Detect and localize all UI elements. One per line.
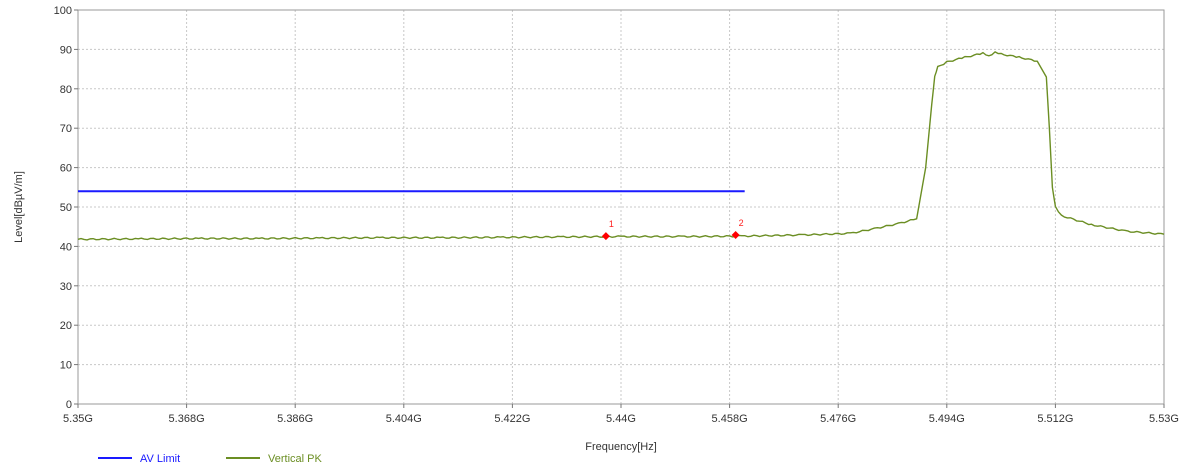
series-layer [77, 51, 1165, 241]
y-tick-label: 60 [60, 163, 72, 175]
y-tick-label: 50 [60, 202, 72, 214]
marker-label: 1 [609, 219, 614, 229]
x-tick-label: 5.404G [386, 413, 422, 425]
y-tick-label: 90 [60, 44, 72, 56]
series-line-vertical-pk [77, 51, 1165, 241]
legend: AV Limit Vertical PK [98, 453, 322, 465]
marker-label: 2 [739, 218, 744, 228]
x-tick-label: 5.494G [929, 413, 965, 425]
x-tick-label: 5.458G [712, 413, 748, 425]
x-tick-label: 5.35G [63, 413, 93, 425]
x-tick-label: 5.386G [277, 413, 313, 425]
x-tick-label: 5.368G [169, 413, 205, 425]
x-tick-label: 5.512G [1037, 413, 1073, 425]
legend-label: Vertical PK [268, 453, 322, 465]
legend-label: AV Limit [140, 453, 180, 465]
y-tick-labels: 0 10 20 30 40 50 60 70 80 90 100 [54, 5, 78, 411]
x-tick-label: 5.53G [1149, 413, 1179, 425]
x-tick-label: 5.476G [820, 413, 856, 425]
y-tick-label: 70 [60, 123, 72, 135]
y-tick-label: 30 [60, 281, 72, 293]
x-tick-label: 5.422G [494, 413, 530, 425]
y-tick-label: 0 [66, 399, 72, 411]
y-tick-label: 80 [60, 84, 72, 96]
x-axis-title: Frequency[Hz] [585, 441, 657, 453]
y-tick-label: 40 [60, 241, 72, 253]
marker-point [731, 230, 740, 239]
y-tick-label: 20 [60, 320, 72, 332]
marker-point [601, 232, 610, 241]
x-tick-labels: 5.35G 5.368G 5.386G 5.404G 5.422G 5.44G 5.458G… [63, 404, 1179, 425]
y-tick-label: 10 [60, 360, 72, 372]
y-tick-label: 100 [54, 5, 72, 17]
y-axis-title: Level[dBµV/m] [13, 171, 25, 243]
x-tick-label: 5.44G [606, 413, 636, 425]
